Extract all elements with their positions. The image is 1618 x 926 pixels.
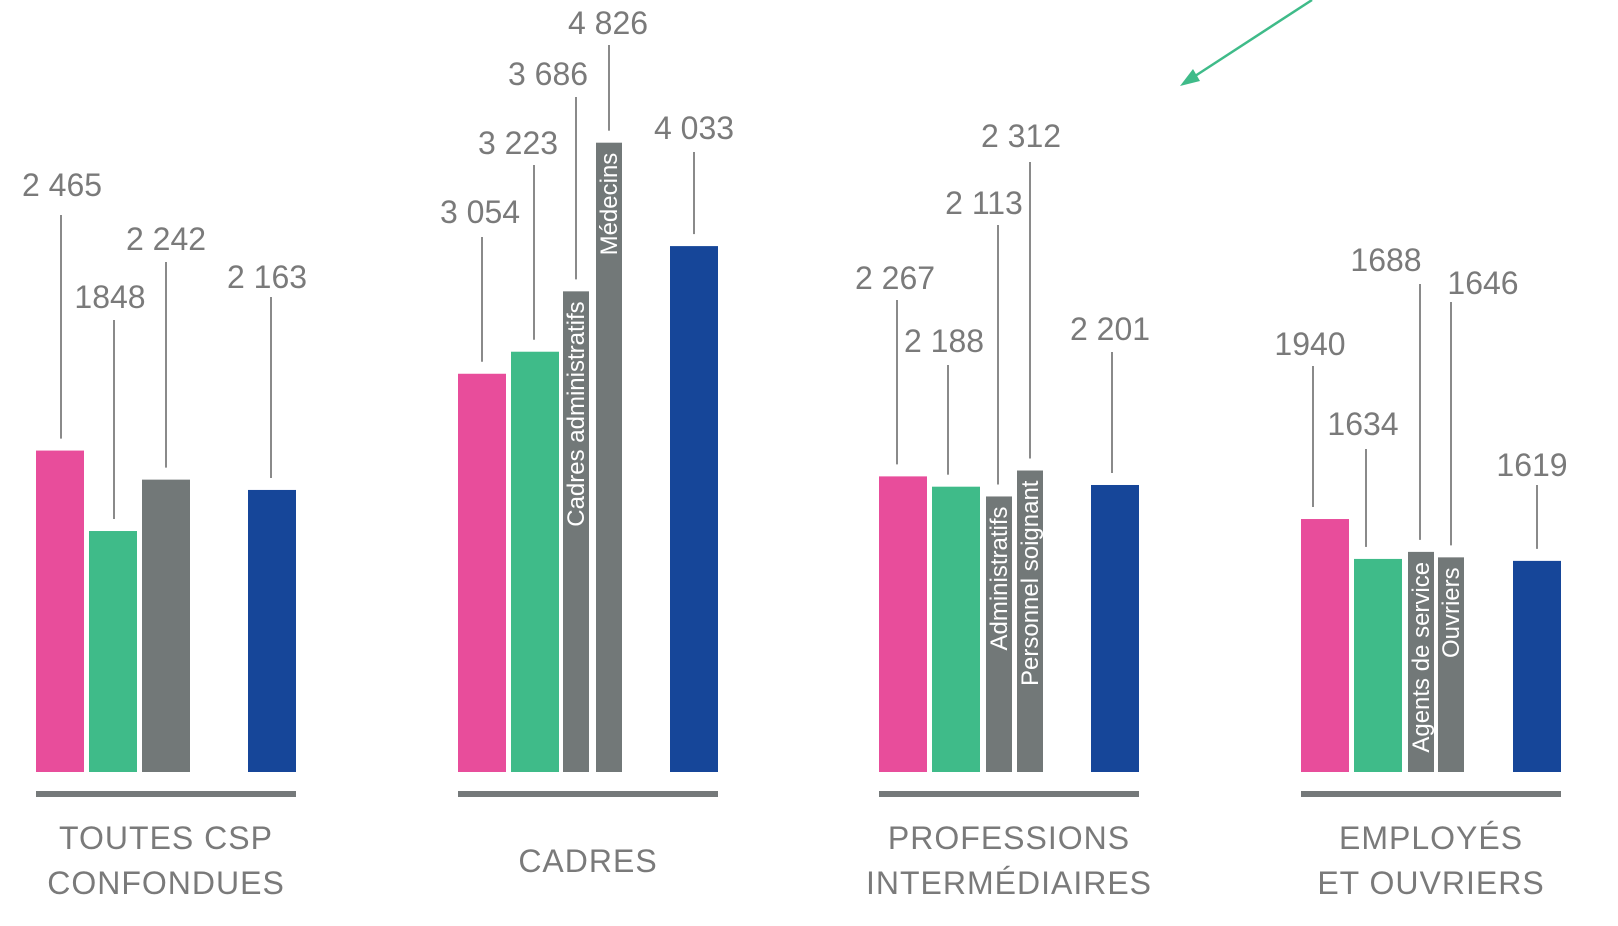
bar-inner-label: Personnel soignant [1017,480,1044,686]
category-label: EMPLOYÉS [1339,820,1523,856]
data-label: 4 033 [654,110,734,146]
bar-inner-label: Administratifs [986,506,1013,650]
data-label: 2 201 [1070,311,1150,347]
data-label: 4 826 [568,5,648,41]
bar [1438,557,1464,772]
data-label: 3 686 [508,56,588,92]
data-label: 3 054 [440,194,520,230]
bar [1091,484,1139,772]
bar-inner-label: Médecins [596,153,623,256]
bar [248,489,296,772]
category-label: CADRES [518,843,657,879]
data-label: 2 113 [945,185,1023,221]
category-label: ET OUVRIERS [1317,865,1544,901]
data-label: 2 465 [22,167,102,203]
data-label: 1688 [1350,242,1421,278]
bar-inner-label: Cadres administratifs [563,301,590,526]
bar [986,496,1012,772]
bar-group: 1940 1634 1688 Agents de service 1646 Ouvrier… [1274,242,1567,901]
category-label: INTERMÉDIAIRES [866,865,1152,901]
data-label: 1940 [1274,326,1345,362]
bar [142,479,190,772]
data-label: 2 242 [126,221,206,257]
bar [879,476,927,772]
bar [1513,560,1561,772]
data-label: 1646 [1447,265,1518,301]
bar [1301,519,1349,772]
bar [458,373,506,772]
category-label: PROFESSIONS [888,820,1130,856]
bar-inner-label: Agents de service [1408,562,1435,753]
data-label: 1619 [1496,447,1567,483]
bar-group: 2 465 1848 2 242 2 163 TOUTES CSP CONFONDUES [22,167,307,901]
data-label: 3 223 [478,125,558,161]
category-label: CONFONDUES [47,865,285,901]
bar [596,142,622,773]
bar [670,246,718,772]
bar [932,486,980,772]
category-label: TOUTES CSP [59,820,273,856]
bar [1017,470,1043,772]
bar [36,450,84,772]
data-label: 2 312 [981,118,1061,154]
bar [1408,551,1434,772]
bar [1354,558,1402,772]
arrow-icon [1180,0,1313,86]
arrow-shaft [1191,0,1313,80]
data-label: 2 163 [227,259,307,295]
bar [89,531,137,772]
data-label: 1848 [74,279,145,315]
bar-group: 3 054 3 223 3 686 Cadres administratifs 4 82… [440,5,734,879]
data-label: 1634 [1327,406,1398,442]
data-label: 2 188 [904,323,984,359]
data-label: 2 267 [855,260,935,296]
arrow-head [1180,69,1200,86]
bar [563,291,589,772]
bar-group: 2 267 2 188 2 113 Administratifs 2 312 Person… [855,118,1152,901]
bar [511,351,559,772]
bar-inner-label: Ouvriers [1438,567,1465,658]
